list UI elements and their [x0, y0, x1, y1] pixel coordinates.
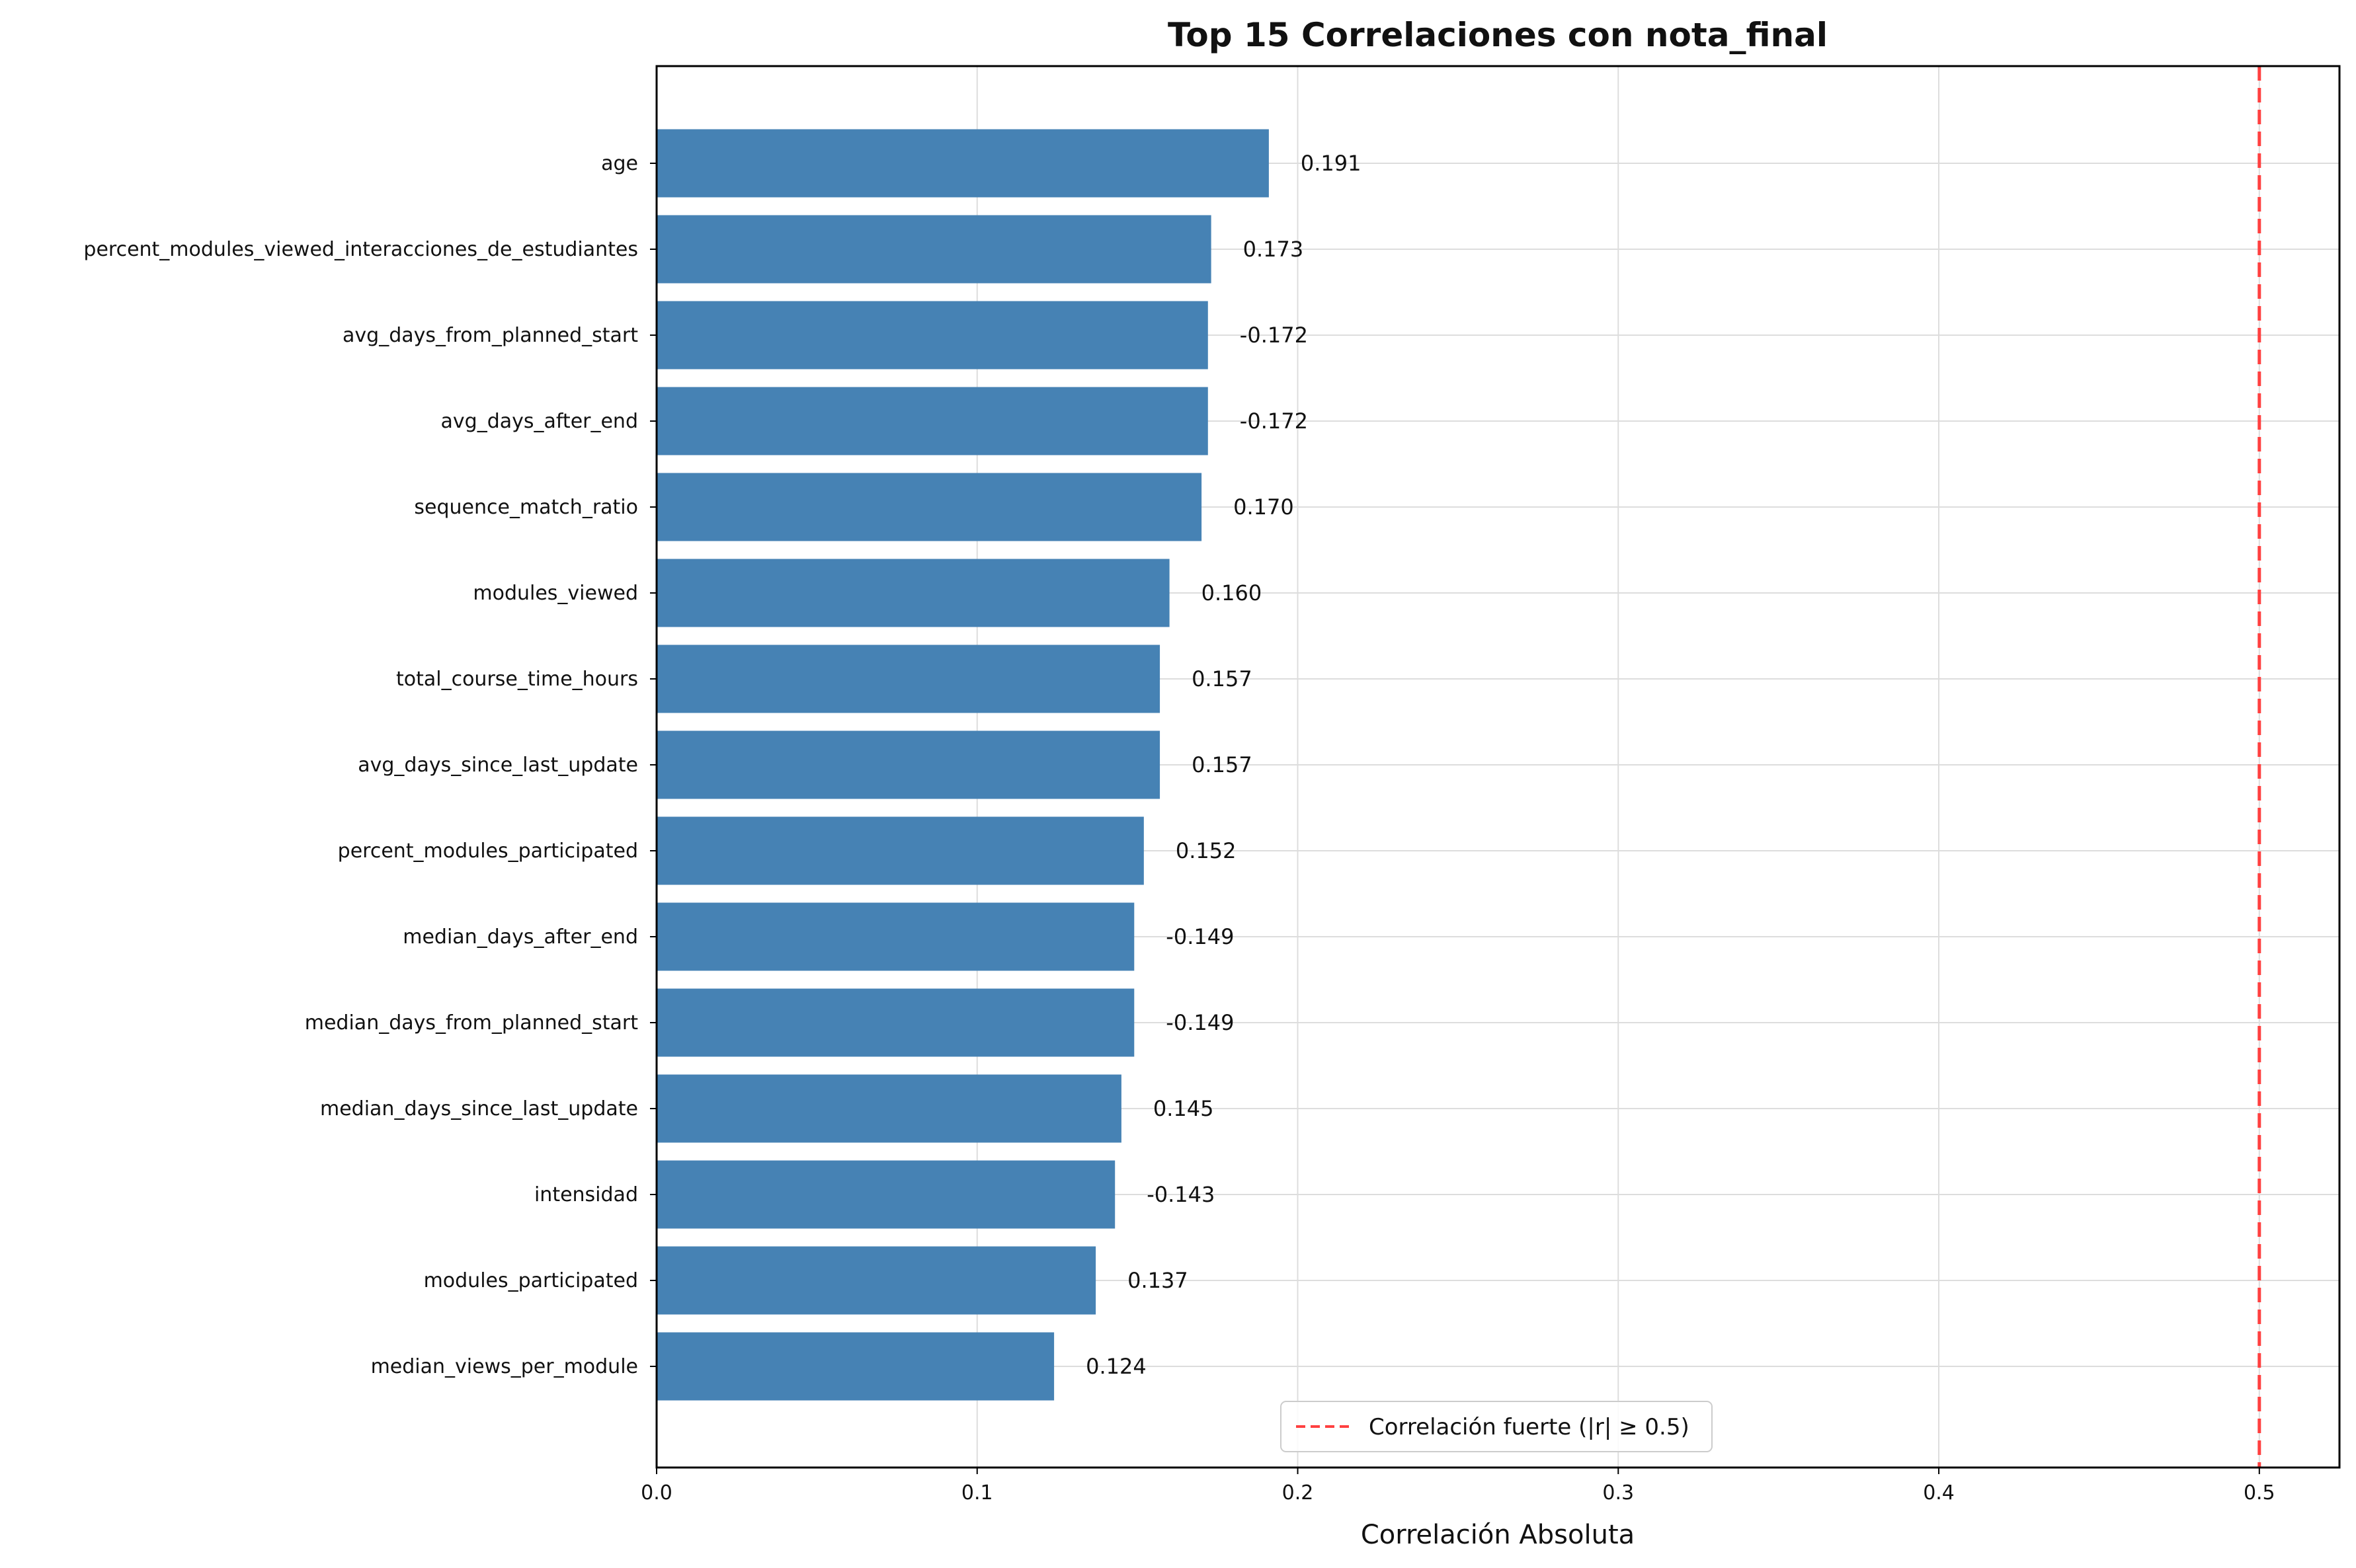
- y-tick-label: avg_days_after_end: [441, 410, 638, 433]
- bar-value-label: 0.191: [1301, 151, 1361, 176]
- x-axis-ticks: 0.0 0.1 0.2 0.3 0.4 0.5: [641, 1468, 2275, 1505]
- chart-title: Top 15 Correlaciones con nota_final: [1168, 16, 1828, 54]
- bar-value-label: 0.173: [1243, 237, 1304, 262]
- bar-value-label: -0.172: [1240, 323, 1308, 348]
- y-tick-label: avg_days_since_last_update: [358, 754, 638, 777]
- x-tick-label: 0.2: [1282, 1481, 1314, 1505]
- bar: [657, 730, 1160, 799]
- bar-value-label: 0.124: [1086, 1354, 1147, 1379]
- bar: [657, 473, 1202, 541]
- bar: [657, 902, 1135, 971]
- y-axis-ticks: age percent_modules_viewed_interacciones_…: [83, 152, 657, 1378]
- y-tick-label: percent_modules_viewed_interacciones_de_…: [83, 238, 638, 261]
- bar: [657, 816, 1144, 885]
- bar: [657, 301, 1208, 370]
- bar-value-label: 0.152: [1176, 838, 1237, 863]
- y-tick-label: intensidad: [534, 1183, 638, 1206]
- bars: 0.191 0.173 -0.172 -0.172 0.170 0.160 0.157 0.1…: [657, 129, 1361, 1401]
- bar: [657, 1160, 1116, 1229]
- x-tick-label: 0.4: [1923, 1481, 1955, 1505]
- bar-value-label: -0.143: [1147, 1182, 1215, 1207]
- y-tick-label: median_days_since_last_update: [320, 1097, 638, 1120]
- y-tick-label: avg_days_from_planned_start: [343, 324, 638, 347]
- bar-value-label: 0.145: [1153, 1096, 1214, 1121]
- y-tick-label: sequence_match_ratio: [414, 496, 638, 519]
- bar-value-label: 0.157: [1192, 752, 1252, 777]
- plot-frame: [655, 65, 2341, 1469]
- bar: [657, 988, 1135, 1057]
- bar-value-label: -0.149: [1166, 1010, 1234, 1035]
- y-tick-label: age: [601, 152, 638, 175]
- bar: [657, 559, 1170, 627]
- legend: Correlación fuerte (|r| ≥ 0.5): [1280, 1401, 1713, 1452]
- bar: [657, 645, 1160, 713]
- y-tick-label: total_course_time_hours: [396, 668, 638, 691]
- bar-value-label: 0.170: [1233, 494, 1294, 520]
- bar: [657, 129, 1269, 198]
- y-tick-label: median_days_after_end: [403, 925, 638, 949]
- bar: [657, 1074, 1121, 1143]
- bar: [657, 1246, 1096, 1315]
- y-tick-label: median_days_from_planned_start: [305, 1011, 638, 1035]
- x-axis-label: Correlación Absoluta: [1361, 1520, 1635, 1550]
- legend-label: Correlación fuerte (|r| ≥ 0.5): [1369, 1414, 1689, 1440]
- bar: [657, 387, 1208, 455]
- x-tick-label: 0.3: [1602, 1481, 1634, 1505]
- bar: [657, 215, 1211, 284]
- legend-box: [1280, 1401, 1713, 1452]
- bar-value-label: 0.160: [1201, 580, 1262, 606]
- y-tick-label: modules_viewed: [473, 582, 638, 605]
- bar-value-label: 0.137: [1127, 1268, 1188, 1293]
- bar: [657, 1332, 1055, 1401]
- y-tick-label: median_views_per_module: [371, 1355, 638, 1378]
- y-tick-label: percent_modules_participated: [338, 840, 638, 863]
- bar-value-label: -0.149: [1166, 924, 1234, 949]
- x-tick-label: 0.0: [641, 1481, 672, 1505]
- x-tick-label: 0.1: [961, 1481, 993, 1505]
- x-tick-label: 0.5: [2244, 1481, 2275, 1505]
- bar-value-label: 0.157: [1192, 666, 1252, 691]
- y-tick-label: modules_participated: [424, 1269, 638, 1292]
- bar-value-label: -0.172: [1240, 409, 1308, 434]
